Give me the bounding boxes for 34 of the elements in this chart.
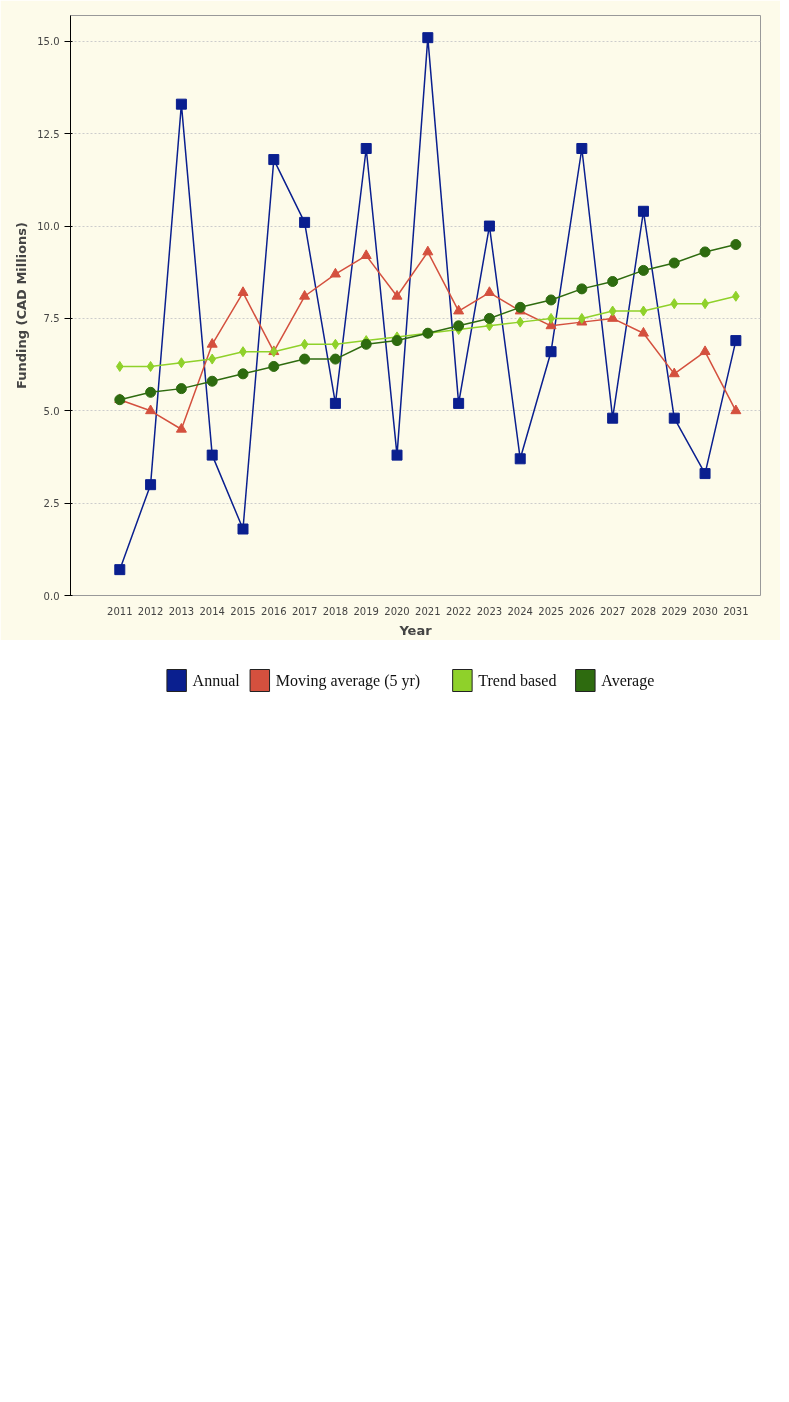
legend-label: Annual xyxy=(192,672,241,689)
x-tick-label: 2018 xyxy=(322,605,349,617)
x-tick-label: 2016 xyxy=(261,605,287,617)
x-tick-label: 2015 xyxy=(230,605,256,617)
x-tick-label: 2019 xyxy=(353,605,379,617)
x-tick-label: 2014 xyxy=(199,605,225,617)
x-tick-label: 2031 xyxy=(723,605,749,617)
y-tick-label: 12.5 xyxy=(37,128,60,140)
x-tick-label: 2024 xyxy=(507,605,533,617)
x-tick-label: 2030 xyxy=(692,605,718,617)
y-tick-label: 5.0 xyxy=(43,405,60,417)
y-tick-label: 15.0 xyxy=(37,36,60,48)
x-tick-label: 2023 xyxy=(476,605,503,617)
x-tick-label: 2011 xyxy=(107,605,133,617)
x-tick-label: 2022 xyxy=(445,605,472,617)
legend-label: Average xyxy=(601,672,655,690)
x-tick-label: 2027 xyxy=(599,605,626,617)
x-axis-title: Year xyxy=(398,622,433,638)
x-tick-label: 2028 xyxy=(630,605,657,617)
x-tick-label: 2026 xyxy=(569,605,595,617)
x-tick-label: 2029 xyxy=(661,605,687,617)
x-tick-label: 2012 xyxy=(137,605,164,617)
legend-label: Moving average (5 yr) xyxy=(275,672,421,690)
x-tick-label: 2017 xyxy=(291,605,318,617)
y-tick-label: 10.0 xyxy=(37,221,60,233)
x-tick-label: 2025 xyxy=(538,605,564,617)
legend-label: Trend based xyxy=(478,672,557,689)
y-tick-label: 7.5 xyxy=(43,313,60,325)
y-tick-label: 0.0 xyxy=(43,590,60,602)
x-tick-label: 2020 xyxy=(384,605,410,617)
y-axis-title: Funding (CAD Millions) xyxy=(14,221,30,390)
x-tick-label: 2013 xyxy=(168,605,195,617)
x-tick-label: 2021 xyxy=(415,605,441,617)
y-tick-label: 2.5 xyxy=(43,498,60,510)
